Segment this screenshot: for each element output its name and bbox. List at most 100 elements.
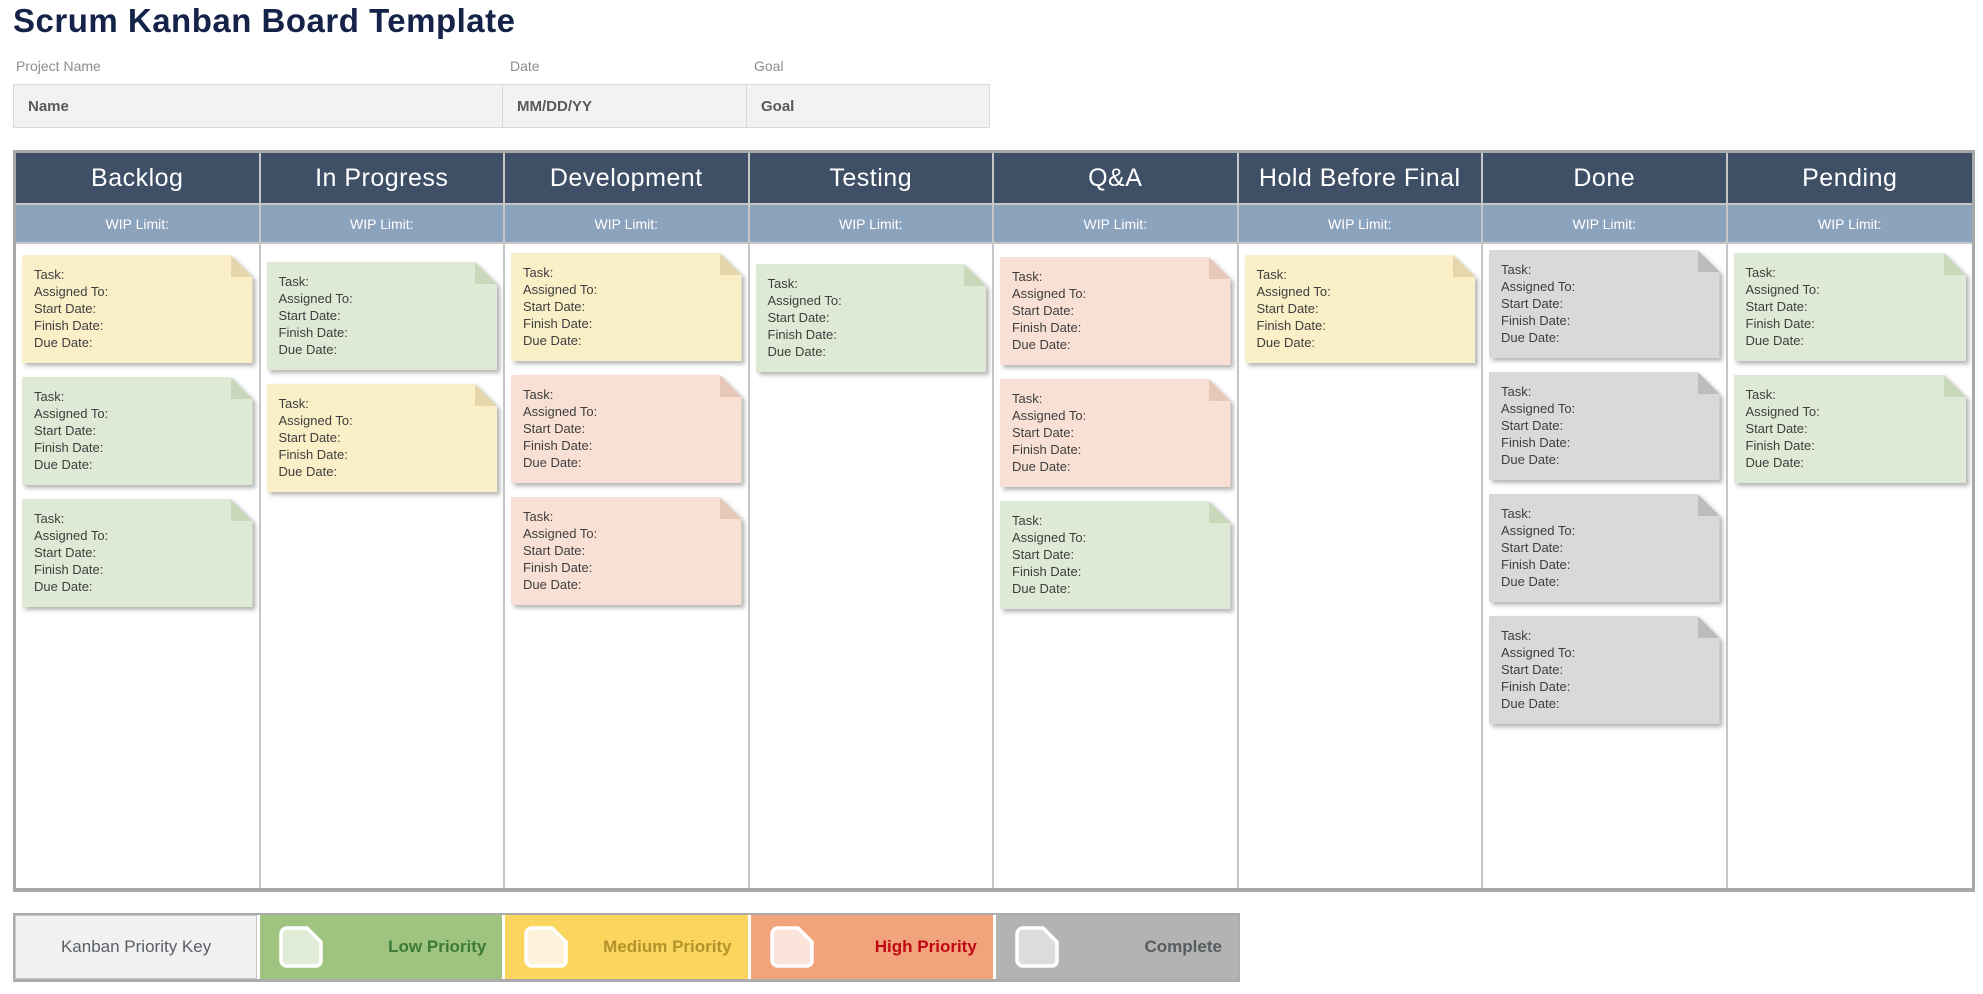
card-field-label: Due Date: — [34, 335, 93, 350]
card-field-label: Assigned To: — [1745, 404, 1820, 419]
card-field-label: Task: — [523, 265, 554, 280]
card-field-label: Finish Date: — [278, 447, 348, 462]
task-card-complete[interactable]: Task: Assigned To: Start Date: Finish Date:… — [1489, 494, 1720, 602]
card-field-label: Task: — [1745, 387, 1776, 402]
card-field-label: Assigned To: — [1501, 645, 1576, 660]
date-label: Date — [510, 58, 540, 74]
card-field-label: Due Date: — [1501, 330, 1560, 345]
wip-limit-cell-pending[interactable]: WIP Limit: — [1727, 205, 1972, 244]
legend-item-label: Low Priority — [388, 937, 487, 956]
card-field-label: Assigned To: — [34, 406, 109, 421]
card-field-label: Finish Date: — [1501, 435, 1571, 450]
card-field-label: Assigned To: — [1501, 523, 1576, 538]
card-field-label: Due Date: — [1501, 574, 1560, 589]
folded-corner-icon — [231, 377, 253, 399]
page-title: Scrum Kanban Board Template — [13, 2, 516, 39]
sticky-note-icon — [278, 925, 324, 969]
card-field-label: Task: — [1501, 384, 1532, 399]
column-header-hold-before-final: Hold Before Final — [1238, 153, 1481, 205]
card-field-label: Due Date: — [1501, 696, 1560, 711]
task-card-low[interactable]: Task: Assigned To: Start Date: Finish Date:… — [1000, 501, 1231, 609]
card-field-label: Assigned To: — [1501, 279, 1576, 294]
wip-limit-cell-q-a[interactable]: WIP Limit: — [994, 205, 1237, 244]
card-field-label: Finish Date: — [1501, 679, 1571, 694]
card-field-label: Task: — [1501, 628, 1532, 643]
task-card-medium[interactable]: Task: Assigned To: Start Date: Finish Date:… — [267, 384, 498, 492]
card-field-label: Task: — [278, 274, 309, 289]
task-card-high[interactable]: Task: Assigned To: Start Date: Finish Date:… — [1000, 379, 1231, 487]
column-body-development: Task: Assigned To: Start Date: Finish Date:… — [505, 244, 748, 888]
card-field-label: Start Date: — [1256, 301, 1319, 316]
wip-limit-cell-backlog[interactable]: WIP Limit: — [16, 205, 259, 244]
task-card-medium[interactable]: Task: Assigned To: Start Date: Finish Date:… — [22, 255, 253, 363]
card-field-label: Assigned To: — [34, 528, 109, 543]
project-name-field[interactable]: Name — [13, 84, 503, 128]
task-card-high[interactable]: Task: Assigned To: Start Date: Finish Date:… — [1000, 257, 1231, 365]
column-development: Development WIP Limit: Task: Assigned To: St… — [505, 153, 750, 888]
column-testing: Testing WIP Limit: Task: Assigned To: Start … — [749, 153, 994, 888]
task-card-low[interactable]: Task: Assigned To: Start Date: Finish Date:… — [1734, 375, 1967, 483]
priority-key-label: Kanban Priority Key — [15, 915, 258, 979]
wip-limit-cell-development[interactable]: WIP Limit: — [505, 205, 748, 244]
card-field-label: Task: — [523, 509, 554, 524]
task-card-high[interactable]: Task: Assigned To: Start Date: Finish Date:… — [511, 497, 742, 605]
column-body-q-a: Task: Assigned To: Start Date: Finish Date:… — [994, 244, 1237, 888]
sticky-note-icon — [523, 925, 569, 969]
card-field-label: Finish Date: — [523, 316, 593, 331]
goal-field[interactable]: Goal — [746, 84, 990, 128]
kanban-board: Backlog WIP Limit: Task: Assigned To: Start … — [13, 150, 1975, 892]
card-field-label: Start Date: — [1745, 299, 1808, 314]
sticky-note-icon — [769, 925, 815, 969]
card-field-label: Task: — [1501, 262, 1532, 277]
folded-corner-icon — [475, 262, 497, 284]
card-field-label: Due Date: — [1501, 452, 1560, 467]
task-card-medium[interactable]: Task: Assigned To: Start Date: Finish Date:… — [511, 253, 742, 361]
task-card-medium[interactable]: Task: Assigned To: Start Date: Finish Date:… — [1245, 255, 1476, 363]
card-field-label: Task: — [1012, 391, 1043, 406]
card-field-label: Assigned To: — [34, 284, 109, 299]
card-field-label: Finish Date: — [523, 438, 593, 453]
wip-limit-cell-done[interactable]: WIP Limit: — [1483, 205, 1726, 244]
card-field-label: Finish Date: — [1745, 316, 1815, 331]
folded-corner-icon — [1209, 501, 1231, 523]
project-name-label: Project Name — [16, 58, 101, 74]
wip-limit-cell-in-progress[interactable]: WIP Limit: — [260, 205, 503, 244]
column-backlog: Backlog WIP Limit: Task: Assigned To: Start … — [16, 153, 261, 888]
card-field-label: Start Date: — [34, 423, 97, 438]
card-field-label: Due Date: — [523, 455, 582, 470]
goal-label: Goal — [754, 58, 784, 74]
task-card-low[interactable]: Task: Assigned To: Start Date: Finish Date:… — [1734, 253, 1967, 361]
column-body-pending: Task: Assigned To: Start Date: Finish Date:… — [1728, 244, 1973, 888]
task-card-low[interactable]: Task: Assigned To: Start Date: Finish Date:… — [22, 377, 253, 485]
column-in-progress: In Progress WIP Limit: Task: Assigned To: St… — [260, 153, 505, 888]
column-hold-before-final: Hold Before Final WIP Limit: Task: Assigned… — [1238, 153, 1483, 888]
card-field-label: Start Date: — [278, 308, 341, 323]
wip-limit-cell-testing[interactable]: WIP Limit: — [749, 205, 992, 244]
form-fields: Name MM/DD/YY Goal — [13, 84, 990, 128]
task-card-complete[interactable]: Task: Assigned To: Start Date: Finish Date:… — [1489, 372, 1720, 480]
card-field-label: Due Date: — [1745, 455, 1805, 470]
card-field-label: Start Date: — [1501, 540, 1564, 555]
task-card-high[interactable]: Task: Assigned To: Start Date: Finish Date:… — [511, 375, 742, 483]
task-card-complete[interactable]: Task: Assigned To: Start Date: Finish Date:… — [1489, 250, 1720, 358]
date-field[interactable]: MM/DD/YY — [502, 84, 747, 128]
task-card-low[interactable]: Task: Assigned To: Start Date: Finish Date:… — [756, 264, 987, 372]
card-field-label: Finish Date: — [1745, 438, 1815, 453]
wip-limit-cell-hold-before-final[interactable]: WIP Limit: — [1238, 205, 1481, 244]
column-header-pending: Pending — [1727, 153, 1972, 205]
task-card-low[interactable]: Task: Assigned To: Start Date: Finish Date:… — [267, 262, 498, 370]
legend-item-medium: Medium Priority — [505, 915, 748, 979]
card-field-label: Start Date: — [34, 545, 97, 560]
task-card-low[interactable]: Task: Assigned To: Start Date: Finish Date:… — [22, 499, 253, 607]
card-field-label: Task: — [767, 276, 798, 291]
card-field-label: Task: — [278, 396, 309, 411]
column-header-in-progress: In Progress — [260, 153, 503, 205]
folded-corner-icon — [231, 255, 253, 277]
task-card-complete[interactable]: Task: Assigned To: Start Date: Finish Date:… — [1489, 616, 1720, 724]
card-field-label: Assigned To: — [278, 413, 353, 428]
card-field-label: Finish Date: — [523, 560, 593, 575]
folded-corner-icon — [1209, 257, 1231, 279]
card-field-label: Task: — [1012, 513, 1043, 528]
folded-corner-icon — [1698, 250, 1720, 272]
card-field-label: Task: — [34, 267, 65, 282]
